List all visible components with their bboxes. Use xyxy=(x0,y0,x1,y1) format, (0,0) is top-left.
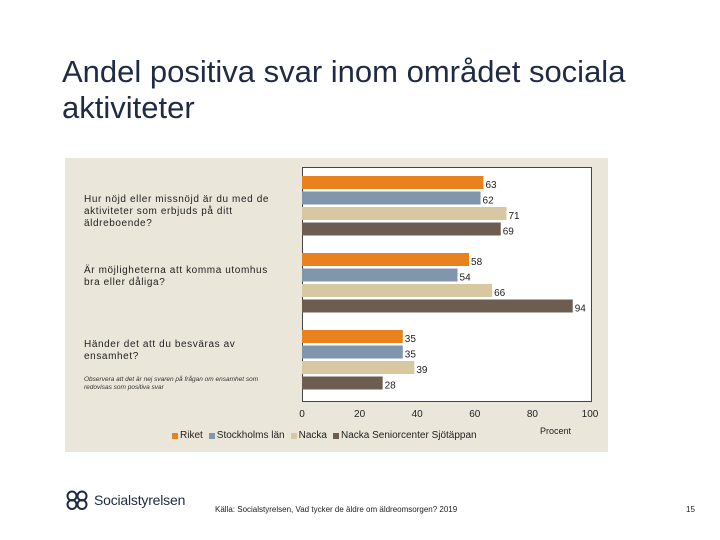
category-note: Observera att det är nej svaren på fråga… xyxy=(84,376,259,391)
bar xyxy=(302,176,484,189)
bar xyxy=(302,207,507,220)
data-label: 62 xyxy=(483,196,495,207)
data-label: 94 xyxy=(575,304,587,315)
category-label-2: Är möjligheterna att komma utomhus bra e… xyxy=(84,265,268,288)
bar xyxy=(302,191,481,205)
data-label: 28 xyxy=(385,381,397,392)
bar xyxy=(302,361,415,374)
category-label-1: Hur nöjd eller missnöjd är du med de akt… xyxy=(84,194,270,229)
x-tick-label: 40 xyxy=(412,409,424,420)
bar xyxy=(302,284,493,297)
legend-item-nacka-seniorcenter: Nacka Seniorcenter Sjötäppan xyxy=(332,430,477,441)
legend-swatch xyxy=(290,432,297,439)
data-label: 54 xyxy=(460,273,472,284)
page-number: 15 xyxy=(686,505,695,514)
bar xyxy=(302,253,470,266)
data-label: 35 xyxy=(405,334,417,345)
chart-legend: Riket Stockholms län Nacka Nacka Seniorc… xyxy=(172,430,477,441)
category-label-3: Händer det att du besväras av ensamhet? xyxy=(84,339,236,362)
bar xyxy=(302,299,573,313)
bar xyxy=(302,376,383,390)
bar xyxy=(302,222,501,236)
bar xyxy=(302,345,403,359)
data-label: 58 xyxy=(471,257,483,268)
x-axis-label: Procent xyxy=(540,426,572,436)
data-label: 63 xyxy=(485,180,497,191)
legend-swatch xyxy=(172,432,178,439)
legend-swatch xyxy=(208,432,215,439)
x-tick-label: 80 xyxy=(527,409,539,420)
logo-text: Socialstyrelsen xyxy=(94,492,186,508)
bar xyxy=(302,268,458,282)
slide-title: Andel positiva svar inom området sociala… xyxy=(62,54,626,125)
source-text: Källa: Socialstyrelsen, Vad tycker de äl… xyxy=(215,505,458,514)
legend-item-riket: Riket xyxy=(172,430,203,441)
bar xyxy=(302,330,403,343)
legend-label: Riket xyxy=(180,430,203,441)
x-tick-label: 0 xyxy=(299,409,305,420)
legend-item-stockholms-lan: Stockholms län xyxy=(208,430,285,441)
x-tick-label: 20 xyxy=(354,409,366,420)
socialstyrelsen-logo: Socialstyrelsen xyxy=(64,490,185,510)
x-tick-label: 100 xyxy=(582,409,599,420)
data-label: 39 xyxy=(416,365,428,376)
legend-item-nacka: Nacka xyxy=(290,430,327,441)
data-label: 35 xyxy=(405,350,417,361)
legend-label: Nacka Seniorcenter Sjötäppan xyxy=(340,430,477,441)
logo-icon xyxy=(66,490,88,510)
data-label: 71 xyxy=(508,211,520,222)
legend-swatch xyxy=(332,432,339,439)
legend-label: Nacka xyxy=(298,430,327,441)
data-label: 66 xyxy=(494,288,506,299)
legend-label: Stockholms län xyxy=(216,430,285,441)
data-label: 69 xyxy=(503,227,515,238)
x-tick-label: 60 xyxy=(469,409,481,420)
